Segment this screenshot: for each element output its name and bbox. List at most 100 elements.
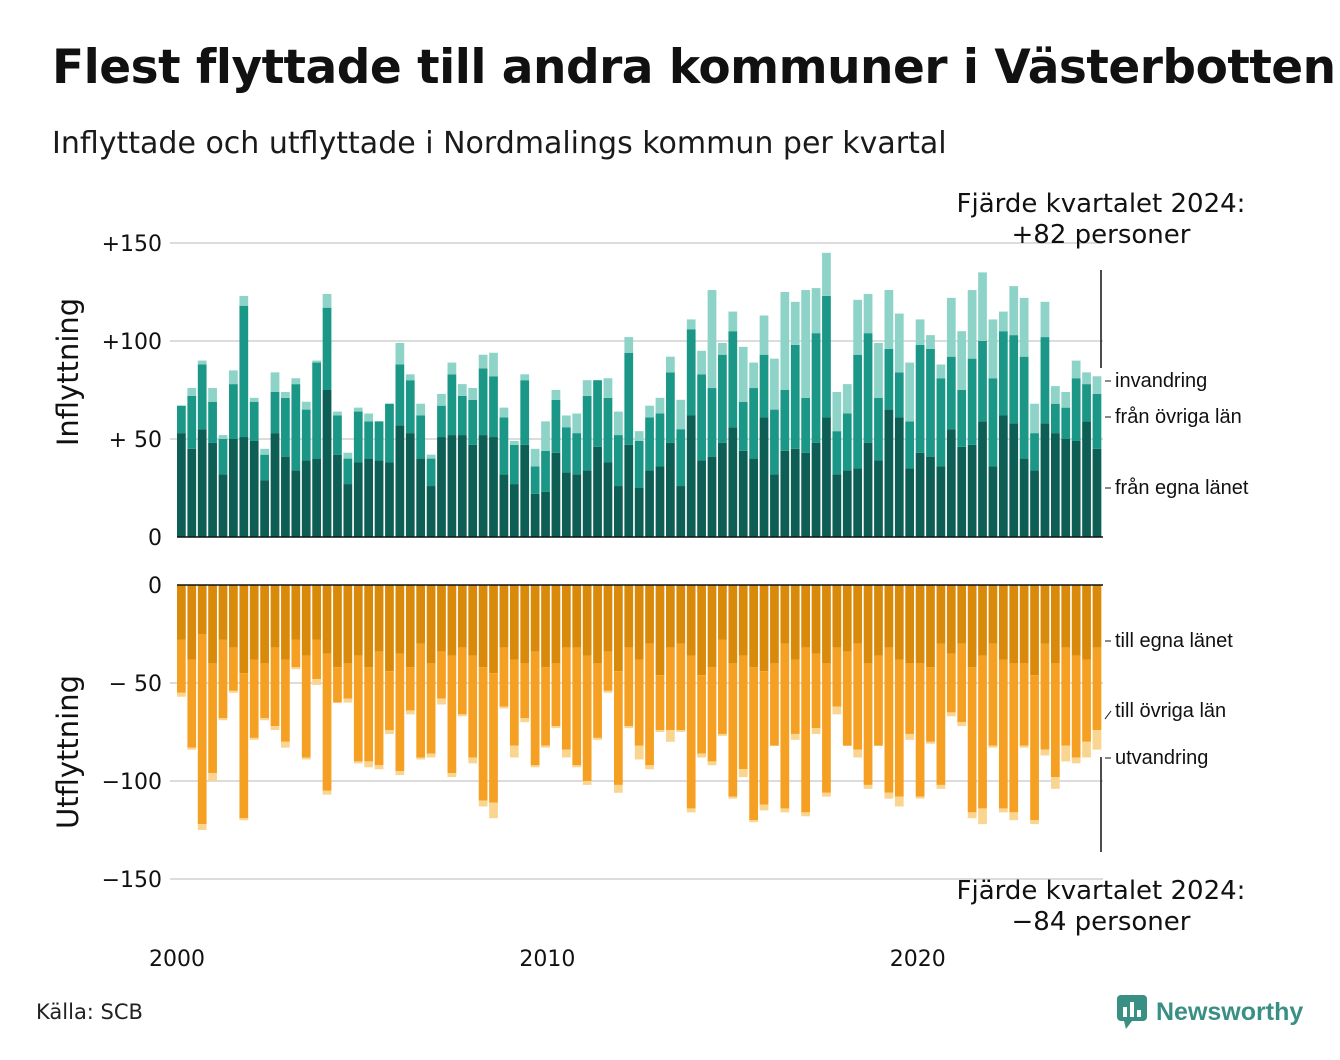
bar-in-1-43	[624, 352, 634, 445]
bar-out-0-51	[707, 585, 717, 668]
bar-out-2-38	[572, 765, 582, 768]
bar-in-0-13	[312, 458, 321, 537]
bar-out-2-31	[499, 706, 509, 709]
bar-in-2-71	[915, 319, 925, 345]
bar-out-0-50	[697, 585, 706, 676]
bottom-annotation-line1: Fjärde kvartalet 2024:	[957, 876, 1246, 906]
bar-in-1-47	[666, 372, 675, 443]
bar-out-0-69	[894, 585, 904, 660]
bar-in-1-27	[457, 395, 467, 436]
bar-in-1-88	[1092, 393, 1102, 449]
bar-out-2-49	[686, 808, 696, 813]
bar-in-2-30	[489, 352, 498, 377]
bar-in-1-59	[790, 344, 800, 449]
bar-out-1-75	[957, 643, 967, 723]
out-segment-label-0: till egna länet	[1115, 630, 1233, 652]
bar-out-1-2	[197, 634, 207, 825]
bar-in-0-18	[364, 458, 374, 537]
bar-in-2-79	[998, 311, 1008, 332]
bar-in-0-16	[343, 484, 353, 537]
bar-out-0-1	[187, 585, 197, 660]
bar-in-0-63	[832, 474, 842, 537]
bar-in-1-64	[842, 413, 852, 471]
bar-in-2-34	[530, 448, 540, 467]
bar-in-0-0	[177, 433, 186, 537]
bar-out-0-68	[884, 585, 894, 648]
bar-out-0-63	[832, 585, 842, 648]
bar-in-2-46	[655, 397, 665, 414]
bar-out-2-81	[1019, 745, 1029, 748]
bar-out-0-82	[1030, 585, 1039, 676]
bar-out-1-70	[905, 663, 915, 734]
bar-out-2-1	[187, 747, 197, 750]
bar-in-2-49	[686, 319, 696, 330]
bar-out-0-43	[624, 585, 634, 648]
bar-out-0-65	[853, 585, 863, 644]
bar-in-0-15	[333, 454, 342, 537]
bar-in-2-25	[437, 393, 446, 406]
bar-in-2-43	[624, 337, 634, 353]
bar-in-2-35	[541, 421, 550, 451]
bar-in-2-33	[520, 374, 530, 381]
bar-in-2-72	[926, 335, 935, 349]
bar-out-2-63	[832, 706, 842, 715]
bar-out-1-43	[624, 647, 634, 727]
bar-in-0-28	[468, 444, 478, 537]
bar-in-1-26	[447, 374, 457, 436]
bar-in-2-5	[229, 370, 238, 385]
bar-in-2-57	[770, 358, 779, 410]
bar-out-0-58	[780, 585, 790, 644]
bar-in-1-33	[520, 380, 530, 445]
bar-out-0-78	[988, 585, 998, 644]
bar-out-1-73	[936, 643, 946, 785]
bar-out-2-65	[853, 749, 863, 758]
bar-out-2-45	[645, 765, 654, 770]
bar-out-0-59	[790, 585, 800, 660]
bar-in-2-61	[811, 288, 821, 334]
bar-out-1-72	[926, 667, 935, 742]
out-segment-label-1: till övriga län	[1115, 700, 1226, 722]
bar-in-2-83	[1040, 301, 1050, 338]
y-tick-label-out-3: −150	[102, 868, 162, 893]
bar-out-0-73	[936, 585, 946, 644]
bar-out-0-17	[353, 585, 363, 656]
bar-out-0-55	[749, 585, 758, 668]
newsworthy-logo[interactable]: Newsworthy	[1116, 994, 1303, 1030]
bar-out-0-32	[509, 585, 519, 660]
bar-in-2-28	[468, 388, 478, 400]
bar-in-1-30	[489, 376, 498, 438]
bar-out-0-11	[291, 585, 301, 640]
bar-out-2-61	[811, 728, 821, 734]
bar-out-1-86	[1071, 655, 1081, 758]
bar-in-1-14	[322, 307, 332, 390]
bar-in-0-53	[728, 427, 738, 537]
bar-out-1-52	[718, 639, 727, 734]
bar-out-0-30	[489, 585, 498, 674]
bar-out-2-68	[884, 792, 894, 799]
bar-in-2-3	[208, 388, 217, 402]
bar-out-1-46	[655, 675, 665, 731]
bar-in-0-1	[187, 448, 197, 537]
bar-out-0-18	[364, 585, 374, 668]
newsworthy-logo-icon	[1117, 995, 1147, 1029]
bar-out-0-77	[978, 585, 987, 656]
bar-out-1-69	[894, 659, 904, 797]
bar-out-0-7	[249, 585, 259, 660]
bar-in-2-84	[1050, 386, 1060, 404]
bar-out-0-13	[312, 585, 321, 640]
bar-out-0-26	[447, 585, 457, 656]
bar-out-2-46	[655, 730, 665, 732]
bar-in-2-22	[405, 374, 415, 381]
bar-in-2-32	[509, 440, 519, 445]
bar-out-1-50	[697, 675, 706, 754]
bar-in-1-39	[582, 395, 592, 471]
bar-in-0-42	[613, 486, 623, 537]
bar-out-1-74	[946, 653, 956, 713]
bar-out-0-9	[270, 585, 280, 648]
bar-in-0-7	[249, 440, 259, 537]
bar-in-1-71	[915, 344, 925, 453]
bar-in-2-7	[249, 397, 259, 402]
bar-out-2-77	[978, 808, 987, 825]
bar-in-1-37	[561, 427, 571, 473]
bar-out-2-84	[1050, 777, 1060, 789]
